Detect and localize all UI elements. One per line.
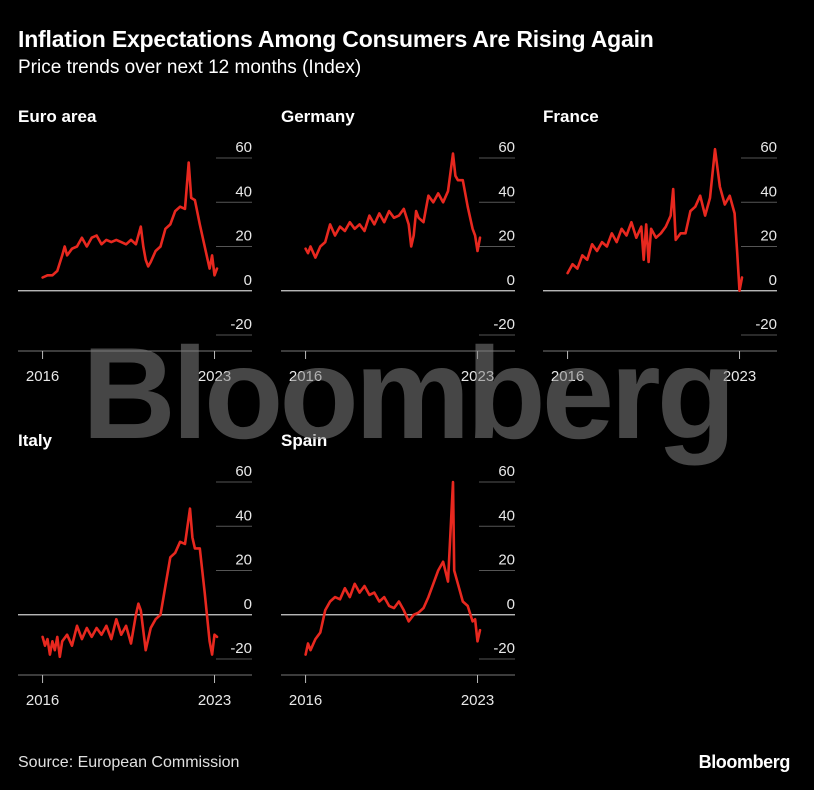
x-tick-label: 2016 [289, 368, 322, 385]
y-tick-label: 60 [498, 463, 515, 480]
x-tick-label: 2023 [198, 692, 231, 709]
source-note: Source: European Commission [18, 754, 240, 771]
y-tick-label: 0 [507, 596, 515, 613]
panel-spain: Spain 60 40 20 0 -20 2016 2023 [281, 431, 535, 721]
y-tick-label: -20 [230, 640, 252, 657]
panel-title-germany: Germany [281, 107, 355, 126]
chart-france: 60 40 20 0 -20 2016 2023 [543, 139, 777, 385]
y-tick-label: 0 [769, 272, 777, 289]
y-tick-label: 40 [760, 183, 777, 200]
y-tick-label: 60 [760, 139, 777, 156]
panel-title-france: France [543, 107, 599, 126]
x-tick-label: 2023 [461, 368, 494, 385]
chart-title: Inflation Expectations Among Consumers A… [18, 26, 654, 52]
x-tick-label: 2023 [198, 368, 231, 385]
x-tick-label: 2016 [551, 368, 584, 385]
panel-italy: Italy 60 40 20 0 -20 2016 2023 [18, 431, 272, 721]
y-tick-label: 60 [498, 139, 515, 156]
y-tick-label: 40 [498, 183, 515, 200]
y-tick-label: -20 [230, 316, 252, 333]
panel-title-spain: Spain [281, 431, 328, 450]
y-tick-label: 20 [498, 228, 515, 245]
y-tick-label: 20 [235, 552, 252, 569]
y-tick-label: -20 [493, 316, 515, 333]
series-line [566, 147, 744, 293]
panel-title-italy: Italy [18, 431, 53, 450]
chart-germany: 60 40 20 0 -20 2016 2023 [281, 139, 515, 385]
y-tick-label: 20 [498, 552, 515, 569]
y-tick-label: 60 [235, 139, 252, 156]
series-line [304, 152, 482, 259]
chart-subtitle: Price trends over next 12 months (Index) [18, 57, 362, 78]
series-line [41, 507, 219, 659]
series-line [41, 161, 219, 279]
y-tick-label: 20 [235, 228, 252, 245]
y-tick-label: 0 [244, 272, 252, 289]
y-tick-label: 40 [235, 507, 252, 524]
chart-italy: 60 40 20 0 -20 2016 2023 [18, 463, 252, 709]
y-tick-label: 60 [235, 463, 252, 480]
panel-germany: Germany 60 40 20 0 -20 2016 2023 [281, 107, 535, 397]
x-tick-label: 2016 [289, 692, 322, 709]
panel-euro-area: Euro area 60 40 20 0 -20 2016 2023 [18, 107, 272, 397]
y-tick-label: 0 [244, 596, 252, 613]
bloomberg-logo: Bloomberg [698, 752, 791, 772]
y-tick-label: -20 [755, 316, 777, 333]
chart-euro-area: 60 40 20 0 -20 2016 2023 [18, 139, 252, 385]
chart-spain: 60 40 20 0 -20 2016 2023 [281, 463, 515, 709]
y-tick-label: 20 [760, 228, 777, 245]
panel-title-euro-area: Euro area [18, 107, 97, 126]
panel-france: France 60 40 20 0 -20 2016 2023 [543, 107, 797, 397]
x-tick-label: 2016 [26, 368, 59, 385]
y-tick-label: 40 [498, 507, 515, 524]
x-tick-label: 2023 [461, 692, 494, 709]
y-tick-label: 40 [235, 183, 252, 200]
x-tick-label: 2016 [26, 692, 59, 709]
x-tick-label: 2023 [723, 368, 756, 385]
y-tick-label: -20 [493, 640, 515, 657]
series-line [304, 480, 482, 656]
y-tick-label: 0 [507, 272, 515, 289]
